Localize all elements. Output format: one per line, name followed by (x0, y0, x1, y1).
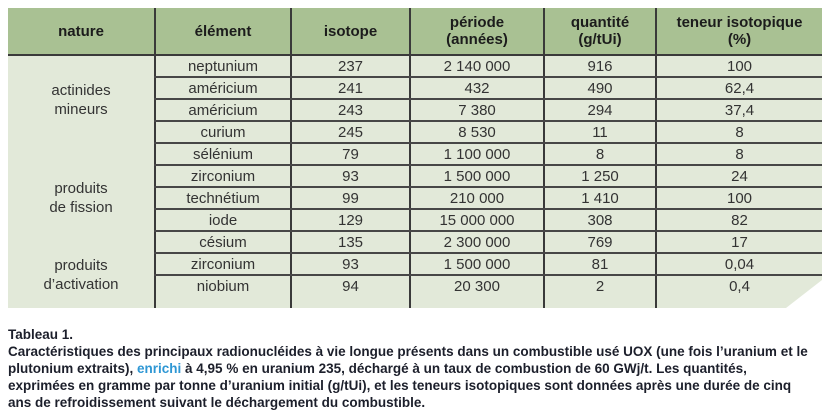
cell-element: césium (155, 231, 291, 253)
cell-quantite: 81 (544, 253, 656, 275)
cell-periode: 15 000 000 (410, 209, 544, 231)
cell-quantite: 769 (544, 231, 656, 253)
table-row: zirconium 93 1 500 000 1 250 24 (8, 165, 822, 187)
caption-title: Tableau 1. (8, 327, 74, 342)
cell-isotope: 237 (291, 55, 410, 77)
cell-quantite: 11 (544, 121, 656, 143)
cell-teneur: 0,04 (656, 253, 822, 275)
table-row: produits d’activation zirconium 93 1 500… (8, 253, 822, 275)
group-label-produits-de-fission: produits de fission (8, 143, 155, 253)
cell-element: niobium (155, 275, 291, 296)
cell-isotope: 129 (291, 209, 410, 231)
cell-quantite: 308 (544, 209, 656, 231)
cell-isotope: 93 (291, 253, 410, 275)
cell-element: américium (155, 99, 291, 121)
cell-quantite: 1 410 (544, 187, 656, 209)
pad-cell (544, 296, 656, 308)
cell-quantite: 294 (544, 99, 656, 121)
header-periode: période (années) (410, 8, 544, 55)
header-quantite: quantité (g/tUi) (544, 8, 656, 55)
table-row: césium 135 2 300 000 769 17 (8, 231, 822, 253)
header-row: nature élément isotope période (années) … (8, 8, 822, 55)
table-row: technétium 99 210 000 1 410 100 (8, 187, 822, 209)
cell-isotope: 135 (291, 231, 410, 253)
table-row: produits de fission sélénium 79 1 100 00… (8, 143, 822, 165)
cell-periode: 1 500 000 (410, 165, 544, 187)
caption-text-part1: Caractéristiques des principaux radionuc… (8, 344, 808, 376)
cell-element: technétium (155, 187, 291, 209)
cell-periode: 2 300 000 (410, 231, 544, 253)
cell-isotope: 94 (291, 275, 410, 296)
cell-teneur: 100 (656, 187, 822, 209)
pad-cell (155, 296, 291, 308)
cell-quantite: 8 (544, 143, 656, 165)
cell-teneur: 8 (656, 143, 822, 165)
header-teneur-isotopique: teneur isotopique (%) (656, 8, 822, 55)
cell-teneur: 17 (656, 231, 822, 253)
glossary-link-enrichi[interactable]: enrichi (137, 361, 182, 376)
header-element: élément (155, 8, 291, 55)
cell-element: neptunium (155, 55, 291, 77)
cell-periode: 2 140 000 (410, 55, 544, 77)
caption-text-part2: à 4,95 % en uranium 235, déchargé à un t… (8, 361, 792, 410)
group-label-actinides-mineurs: actinides mineurs (8, 55, 155, 143)
cell-element: zirconium (155, 165, 291, 187)
group-label-produits-activation: produits d’activation (8, 253, 155, 296)
header-isotope: isotope (291, 8, 410, 55)
pad-cell (656, 296, 822, 308)
table-bottom-pad (8, 296, 822, 308)
cell-periode: 432 (410, 77, 544, 99)
cell-teneur: 100 (656, 55, 822, 77)
table-row: actinides mineurs neptunium 237 2 140 00… (8, 55, 822, 77)
table-row: iode 129 15 000 000 308 82 (8, 209, 822, 231)
header-nature: nature (8, 8, 155, 55)
cell-element: curium (155, 121, 291, 143)
cell-quantite: 1 250 (544, 165, 656, 187)
cell-periode: 8 530 (410, 121, 544, 143)
cell-teneur: 82 (656, 209, 822, 231)
cell-element: iode (155, 209, 291, 231)
cell-isotope: 79 (291, 143, 410, 165)
cell-periode: 7 380 (410, 99, 544, 121)
radionuclides-table: nature élément isotope période (années) … (8, 8, 822, 308)
table-row: niobium 94 20 300 2 0,4 (8, 275, 822, 296)
cell-isotope: 241 (291, 77, 410, 99)
pad-cell (410, 296, 544, 308)
cell-isotope: 245 (291, 121, 410, 143)
cell-isotope: 99 (291, 187, 410, 209)
cell-element: zirconium (155, 253, 291, 275)
cell-periode: 210 000 (410, 187, 544, 209)
cell-teneur: 0,4 (656, 275, 822, 296)
cell-teneur: 62,4 (656, 77, 822, 99)
cell-element: américium (155, 77, 291, 99)
cell-isotope: 93 (291, 165, 410, 187)
table-row: américium 243 7 380 294 37,4 (8, 99, 822, 121)
cell-isotope: 243 (291, 99, 410, 121)
cell-periode: 20 300 (410, 275, 544, 296)
pad-cell (291, 296, 410, 308)
cell-element: sélénium (155, 143, 291, 165)
cell-periode: 1 100 000 (410, 143, 544, 165)
cell-quantite: 916 (544, 55, 656, 77)
radionuclides-table-wrapper: nature élément isotope période (années) … (8, 8, 822, 308)
table-caption: Tableau 1. Caractéristiques des principa… (8, 326, 816, 411)
table-row: américium 241 432 490 62,4 (8, 77, 822, 99)
cell-teneur: 8 (656, 121, 822, 143)
cell-quantite: 2 (544, 275, 656, 296)
cell-teneur: 37,4 (656, 99, 822, 121)
cell-teneur: 24 (656, 165, 822, 187)
cell-periode: 1 500 000 (410, 253, 544, 275)
cell-quantite: 490 (544, 77, 656, 99)
table-row: curium 245 8 530 11 8 (8, 121, 822, 143)
pad-cell (8, 296, 155, 308)
